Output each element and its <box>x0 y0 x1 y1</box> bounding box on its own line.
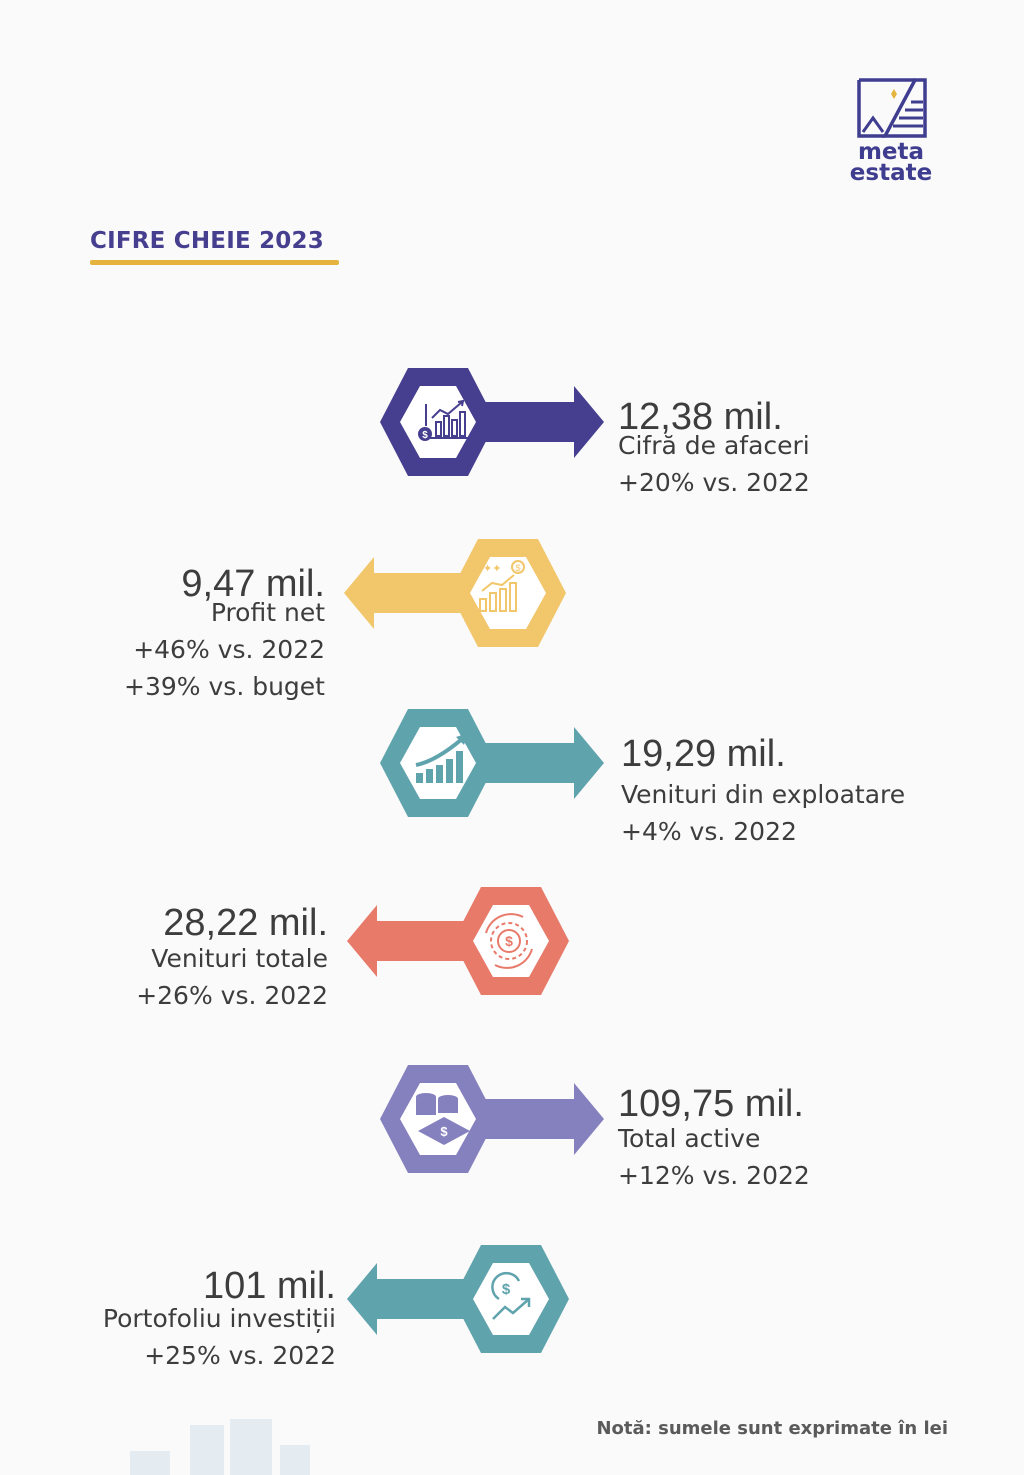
stat-1-label: Cifră de afaceri <box>618 431 810 460</box>
stat-2-change-year: +46% vs. 2022 <box>133 635 325 664</box>
stat-2-label: Profit net <box>210 598 325 627</box>
trend-up-chart-icon <box>415 733 468 783</box>
revenue-chart-icon <box>424 399 470 439</box>
section-title: CIFRE CHEIE 2023 <box>90 228 324 254</box>
logo-text-meta: meta <box>857 139 925 165</box>
stat-4-label: Venituri totale <box>151 944 328 973</box>
stat-5-value: 109,75 mil. <box>618 1083 804 1125</box>
stat-2-change-budget: +39% vs. buget <box>124 672 325 701</box>
stat-5-change: +12% vs. 2022 <box>618 1161 810 1190</box>
meta-estate-logo: meta estate <box>846 76 936 186</box>
stat-2-value: 9,47 mil. <box>181 563 325 605</box>
house-document-logo-icon <box>857 78 927 138</box>
stat-6: 101 mil. Portofoliu investiții +25% vs. … <box>40 1264 336 1374</box>
stat-6-label: Portofoliu investiții <box>102 1304 336 1333</box>
stat-3: 19,29 mil. Venituri din exploatare +4% v… <box>621 732 981 850</box>
stat-4-change: +26% vs. 2022 <box>136 981 328 1010</box>
stat-3-change: +4% vs. 2022 <box>621 817 797 846</box>
growth-bars-icon <box>479 560 525 612</box>
stat-badge-1: $ <box>380 368 604 476</box>
stat-badge-2: $ ✦✦ <box>344 539 566 647</box>
stat-1-change: +20% vs. 2022 <box>618 468 810 497</box>
svg-text:$: $ <box>515 563 520 573</box>
stat-3-value: 19,29 mil. <box>621 733 786 775</box>
stat-1: 12,38 mil. Cifră de afaceri +20% vs. 202… <box>618 395 938 501</box>
svg-text:$: $ <box>440 1124 448 1139</box>
stat-5-label: Total active <box>618 1124 761 1153</box>
stat-6-change: +25% vs. 2022 <box>144 1341 336 1370</box>
stat-4: 28,22 mil. Venituri totale +26% vs. 2022 <box>60 901 328 1014</box>
stat-6-value: 101 mil. <box>202 1265 336 1307</box>
stat-1-value: 12,38 mil. <box>618 396 783 438</box>
dollar-growth-icon <box>491 1271 531 1320</box>
footnote: Notă: sumele sunt exprimate în lei <box>596 1418 948 1439</box>
svg-text:$: $ <box>422 430 428 441</box>
svg-text:✦✦: ✦✦ <box>483 562 501 575</box>
stat-4-value: 28,22 mil. <box>163 902 328 944</box>
stat-badge-6: $ <box>347 1245 569 1353</box>
stat-badge-5: $ <box>380 1065 604 1173</box>
svg-text:$: $ <box>505 933 513 949</box>
stat-5: 109,75 mil. Total active +12% vs. 2022 <box>618 1082 938 1194</box>
logo-text-estate: estate <box>849 160 933 186</box>
svg-text:$: $ <box>502 1281 511 1298</box>
buildings-decoration <box>130 1419 310 1475</box>
stat-badge-4: $ <box>347 887 569 995</box>
stat-2: 9,47 mil. Profit net +46% vs. 2022 +39% … <box>60 562 325 705</box>
stat-badge-3 <box>380 709 604 817</box>
stat-3-label: Venituri din exploatare <box>621 780 906 809</box>
title-underline <box>90 260 339 265</box>
coins-stack-icon <box>416 1093 470 1145</box>
money-gear-icon <box>485 913 533 969</box>
